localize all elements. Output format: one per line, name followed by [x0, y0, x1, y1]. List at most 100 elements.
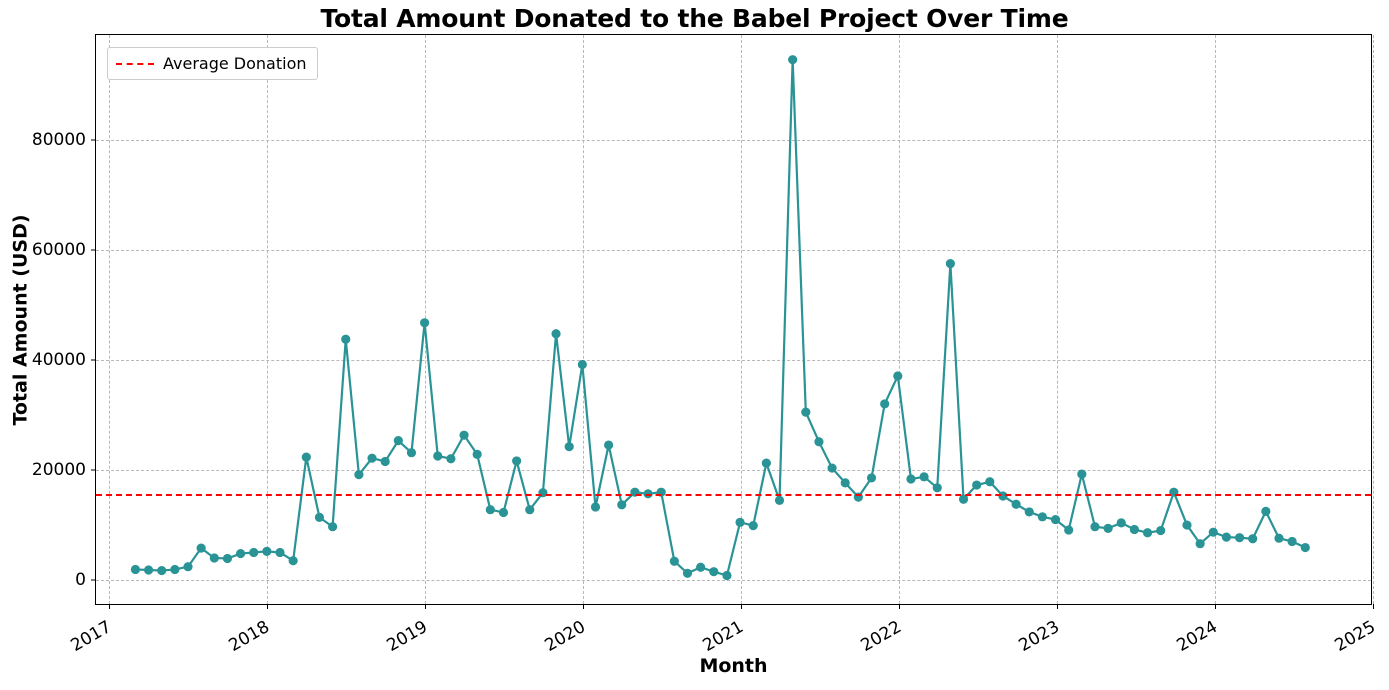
- x-tick-mark: [1215, 604, 1217, 609]
- average-donation-legend-swatch: [116, 62, 154, 65]
- x-tick-label: 2023: [1015, 617, 1064, 656]
- y-axis-label: Total Amount (USD): [8, 34, 34, 605]
- data-point: [1274, 533, 1284, 543]
- data-point: [669, 556, 679, 566]
- data-point: [590, 502, 601, 512]
- x-tick-label: 2017: [67, 617, 116, 656]
- data-point: [1195, 539, 1205, 549]
- plot-area: 0 20000 40000 60000 80000 2017 2018 2019 2020 20…: [32, 34, 1379, 656]
- data-point: [1050, 515, 1061, 525]
- data-point: [682, 568, 693, 578]
- data-point: [393, 436, 403, 446]
- x-axis-label: Month: [699, 655, 768, 677]
- data-point: [551, 329, 561, 339]
- x-tick-label: 2019: [383, 617, 432, 656]
- data-point: [827, 463, 837, 473]
- gridline-vertical: [1373, 35, 1374, 604]
- data-point: [788, 55, 798, 65]
- data-point: [906, 474, 916, 484]
- data-point: [170, 564, 180, 575]
- data-point: [722, 570, 732, 581]
- donation-line-series: [130, 55, 1310, 581]
- data-point: [1300, 542, 1310, 553]
- y-tick-label: 40000: [31, 349, 86, 370]
- data-point: [919, 472, 929, 482]
- chart-title: Total Amount Donated to the Babel Projec…: [320, 4, 1069, 33]
- y-tick-mark: [91, 469, 96, 471]
- x-tick-mark: [899, 604, 901, 609]
- data-point: [748, 521, 758, 531]
- data-point: [1156, 525, 1166, 536]
- data-point: [604, 440, 614, 450]
- data-point: [932, 483, 942, 493]
- data-point: [1234, 533, 1245, 543]
- data-point: [1208, 527, 1218, 537]
- y-tick-label: 0: [75, 569, 86, 590]
- data-point: [209, 553, 219, 563]
- x-tick-mark: [741, 604, 743, 609]
- data-point: [328, 522, 338, 532]
- data-point: [459, 430, 469, 440]
- y-tick-label: 60000: [31, 239, 86, 260]
- data-point: [1248, 534, 1258, 544]
- data-point: [709, 567, 719, 577]
- data-point: [433, 451, 443, 461]
- x-tick-label: 2024: [1173, 617, 1222, 656]
- data-point: [1129, 524, 1139, 535]
- data-point: [275, 547, 285, 558]
- series-polyline: [134, 58, 1307, 577]
- data-point: [1182, 520, 1192, 530]
- data-point: [420, 318, 430, 328]
- data-point: [1037, 512, 1047, 522]
- series-markers: [130, 55, 1310, 581]
- data-point: [157, 565, 167, 576]
- data-point: [1077, 469, 1087, 479]
- y-tick-mark: [91, 139, 96, 141]
- data-point: [577, 359, 587, 370]
- x-tick-mark: [267, 604, 269, 609]
- data-point: [1287, 536, 1297, 547]
- data-point: [314, 512, 325, 522]
- data-point: [1064, 525, 1074, 535]
- data-point: [235, 548, 246, 559]
- data-point: [840, 478, 850, 488]
- x-tick-label: 2025: [1331, 617, 1379, 656]
- x-tick-mark: [583, 604, 585, 609]
- data-point: [985, 477, 995, 487]
- average-donation-line: [96, 494, 1371, 497]
- data-point: [367, 453, 377, 463]
- data-point: [183, 562, 193, 572]
- data-point: [1116, 518, 1126, 528]
- y-tick-label: 80000: [31, 129, 86, 150]
- data-point: [485, 505, 495, 515]
- legend: Average Donation: [107, 47, 318, 80]
- x-tick-label: 2020: [541, 617, 590, 656]
- data-point: [406, 448, 417, 458]
- data-point: [446, 454, 456, 464]
- data-point: [262, 546, 272, 556]
- data-point: [249, 547, 259, 558]
- data-point: [1024, 507, 1034, 517]
- x-tick-mark: [109, 604, 111, 609]
- data-point: [1261, 506, 1271, 516]
- data-point: [617, 500, 627, 510]
- data-point: [288, 556, 298, 566]
- legend-item-label: Average Donation: [163, 54, 307, 73]
- data-point: [512, 456, 522, 466]
- x-tick-label: 2021: [699, 617, 748, 656]
- y-axis-label-text: Total Amount (USD): [10, 213, 33, 426]
- y-tick-label: 20000: [31, 459, 86, 480]
- data-point: [801, 407, 811, 417]
- data-point: [380, 456, 390, 467]
- data-point: [1103, 523, 1113, 533]
- y-tick-mark: [91, 359, 96, 361]
- data-point: [525, 505, 535, 515]
- y-tick-mark: [91, 579, 96, 581]
- data-point: [1221, 532, 1232, 542]
- data-point: [341, 334, 351, 344]
- x-tick-label: 2018: [225, 617, 274, 656]
- data-point: [222, 553, 233, 564]
- x-tick-mark: [1373, 604, 1374, 609]
- data-point: [972, 480, 982, 490]
- x-tick-label: 2022: [857, 617, 906, 656]
